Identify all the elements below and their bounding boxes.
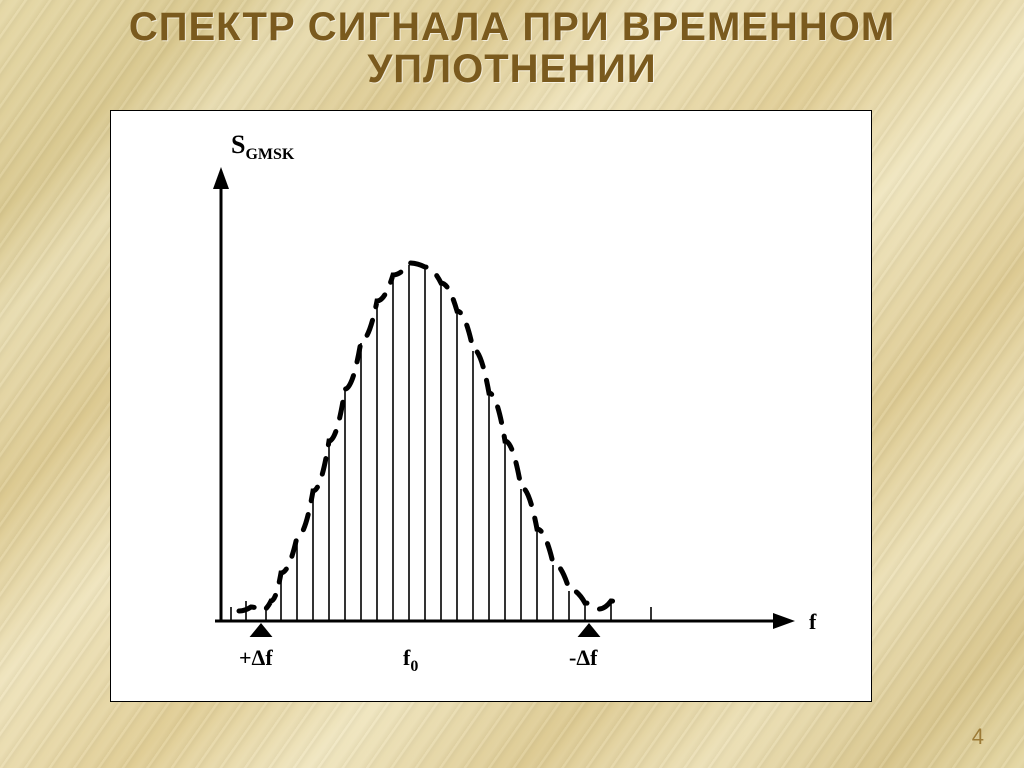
page-number: 4 [972, 724, 984, 750]
svg-text:+Δf: +Δf [239, 645, 273, 670]
slide-title: СПЕКТР СИГНАЛА ПРИ ВРЕМЕННОМ УПЛОТНЕНИИ [0, 6, 1024, 90]
spectrum-svg: SGMSK f +Δf f0 -Δf [111, 111, 871, 701]
svg-text:SGMSK: SGMSK [231, 130, 295, 163]
svg-text:f: f [809, 609, 817, 634]
svg-text:f0: f0 [403, 645, 418, 675]
spectrum-figure: SGMSK f +Δf f0 -Δf [110, 110, 872, 702]
svg-text:-Δf: -Δf [569, 645, 598, 670]
slide: 1 СПЕКТР СИГНАЛА ПРИ ВРЕМЕННОМ УПЛОТНЕНИ… [0, 0, 1024, 768]
